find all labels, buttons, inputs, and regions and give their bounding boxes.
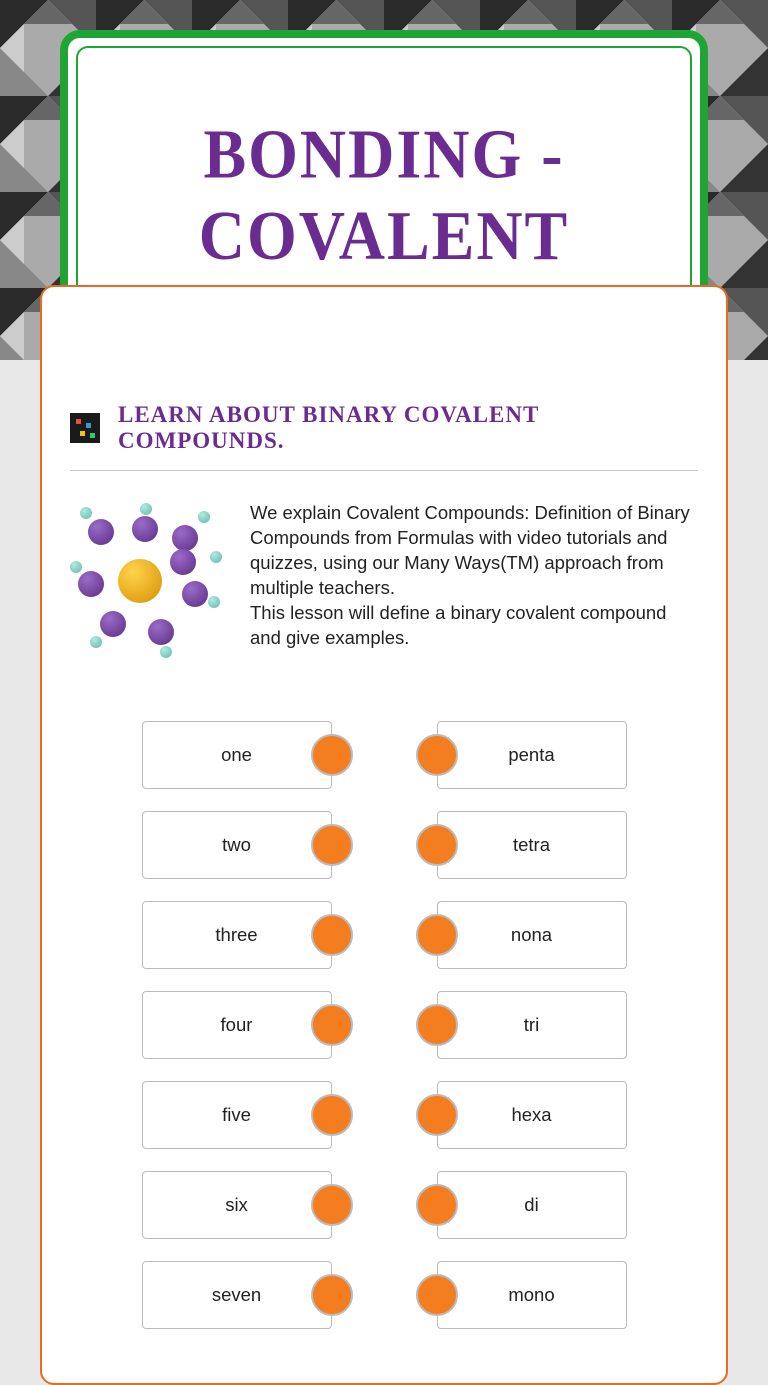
match-right-item[interactable]: tri: [437, 991, 627, 1059]
match-label: hexa: [511, 1104, 551, 1126]
match-label: nona: [511, 924, 552, 946]
match-right-item[interactable]: nona: [437, 901, 627, 969]
connector-dot[interactable]: [416, 1184, 458, 1226]
match-label: four: [221, 1014, 253, 1036]
match-label: di: [524, 1194, 538, 1216]
match-left-item[interactable]: seven: [142, 1261, 332, 1329]
match-label: five: [222, 1104, 251, 1126]
intro-para2: This lesson will define a binary covalen…: [250, 602, 666, 648]
match-right-item[interactable]: mono: [437, 1261, 627, 1329]
connector-dot[interactable]: [311, 1094, 353, 1136]
connector-dot[interactable]: [416, 1094, 458, 1136]
intro-block: We explain Covalent Compounds: Definitio…: [70, 501, 698, 661]
match-label: seven: [212, 1284, 261, 1306]
match-label: six: [225, 1194, 248, 1216]
match-left-item[interactable]: four: [142, 991, 332, 1059]
connector-dot[interactable]: [416, 1004, 458, 1046]
match-label: one: [221, 744, 252, 766]
match-label: two: [222, 834, 251, 856]
molecule-image: [70, 501, 230, 661]
match-right-item[interactable]: tetra: [437, 811, 627, 879]
matching-exercise: one two three four five six seven penta …: [70, 721, 698, 1329]
match-left-item[interactable]: five: [142, 1081, 332, 1149]
intro-text: We explain Covalent Compounds: Definitio…: [250, 501, 698, 661]
connector-dot[interactable]: [416, 824, 458, 866]
match-left-item[interactable]: six: [142, 1171, 332, 1239]
connector-dot[interactable]: [311, 1004, 353, 1046]
section-header: LEARN ABOUT BINARY COVALENT COMPOUNDS.: [70, 402, 698, 454]
match-label: tri: [524, 1014, 539, 1036]
match-left-item[interactable]: one: [142, 721, 332, 789]
page-title: BONDING - COVALENT: [78, 114, 690, 277]
connector-dot[interactable]: [416, 1274, 458, 1316]
connector-dot[interactable]: [311, 734, 353, 776]
section-title: LEARN ABOUT BINARY COVALENT COMPOUNDS.: [118, 402, 698, 454]
match-label: penta: [508, 744, 554, 766]
match-right-item[interactable]: hexa: [437, 1081, 627, 1149]
match-label: tetra: [513, 834, 550, 856]
connector-dot[interactable]: [311, 1184, 353, 1226]
intro-para1: We explain Covalent Compounds: Definitio…: [250, 502, 690, 598]
connector-dot[interactable]: [416, 914, 458, 956]
connector-dot[interactable]: [416, 734, 458, 776]
connector-dot[interactable]: [311, 914, 353, 956]
divider: [70, 470, 698, 471]
match-left-item[interactable]: three: [142, 901, 332, 969]
match-left-column: one two three four five six seven: [142, 721, 332, 1329]
connector-dot[interactable]: [311, 824, 353, 866]
match-left-item[interactable]: two: [142, 811, 332, 879]
match-right-column: penta tetra nona tri hexa di mono: [437, 721, 627, 1329]
match-label: mono: [508, 1284, 554, 1306]
content-card: LEARN ABOUT BINARY COVALENT COMPOUNDS. W…: [40, 285, 728, 1385]
match-label: three: [215, 924, 257, 946]
match-right-item[interactable]: di: [437, 1171, 627, 1239]
section-icon: [70, 413, 100, 443]
match-right-item[interactable]: penta: [437, 721, 627, 789]
connector-dot[interactable]: [311, 1274, 353, 1316]
